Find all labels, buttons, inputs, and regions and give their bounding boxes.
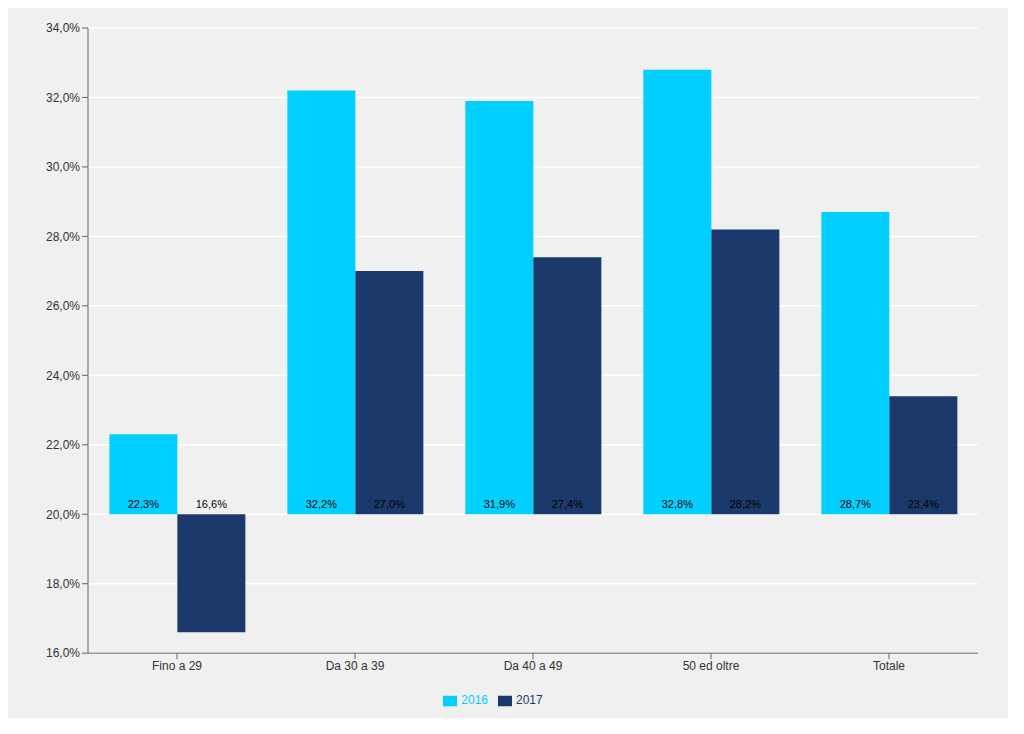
html-text:2016: 2016 xyxy=(461,693,488,708)
svg-text:20,0%: 20,0% xyxy=(46,508,80,522)
svg-text:31,9%: 31,9% xyxy=(484,498,515,510)
svg-text:27,0%: 27,0% xyxy=(374,498,405,510)
svg-text:50 ed oltre: 50 ed oltre xyxy=(683,659,740,673)
html-text:2017: 2017 xyxy=(516,693,543,708)
svg-text:30,0%: 30,0% xyxy=(46,160,80,174)
svg-text:26,0%: 26,0% xyxy=(46,299,80,313)
svg-text:22,3%: 22,3% xyxy=(128,498,159,510)
svg-text:28,0%: 28,0% xyxy=(46,230,80,244)
svg-text:32,2%: 32,2% xyxy=(306,498,337,510)
svg-text:Fino a 29: Fino a 29 xyxy=(152,659,202,673)
svg-text:18,0%: 18,0% xyxy=(46,577,80,591)
svg-text:Da 40 a 49: Da 40 a 49 xyxy=(504,659,563,673)
svg-text:16,6%: 16,6% xyxy=(196,498,227,510)
svg-text:23,4%: 23,4% xyxy=(908,498,939,510)
svg-text:22,0%: 22,0% xyxy=(46,438,80,452)
svg-text:32,8%: 32,8% xyxy=(662,498,693,510)
svg-text:16,0%: 16,0% xyxy=(46,646,80,660)
svg-text:24,0%: 24,0% xyxy=(46,369,80,383)
svg-text:27,4%: 27,4% xyxy=(552,498,583,510)
svg-text:28,2%: 28,2% xyxy=(730,498,761,510)
svg-text:28,7%: 28,7% xyxy=(840,498,871,510)
svg-text:Da 30 a 39: Da 30 a 39 xyxy=(326,659,385,673)
svg-text:34,0%: 34,0% xyxy=(46,21,80,35)
svg-text:32,0%: 32,0% xyxy=(46,91,80,105)
svg-text:Totale: Totale xyxy=(873,659,905,673)
